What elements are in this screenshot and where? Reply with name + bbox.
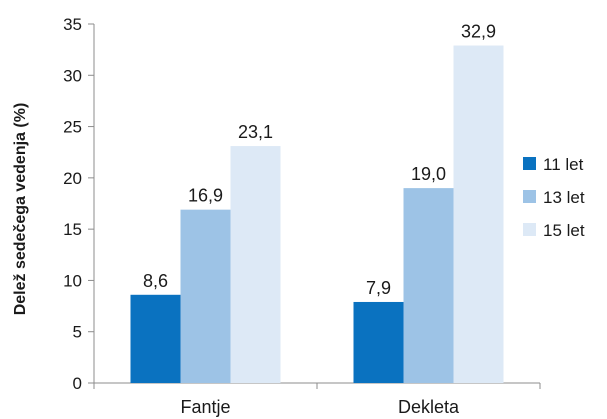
y-tick-label: 10 xyxy=(63,271,82,290)
data-label: 7,9 xyxy=(366,278,391,298)
legend: 11 let 13 let 15 let xyxy=(523,155,585,240)
axes: 0 5 10 15 20 25 30 35 Fantje Dekleta xyxy=(63,15,541,417)
data-label: 32,9 xyxy=(461,22,496,42)
data-label: 16,9 xyxy=(188,186,223,206)
bars xyxy=(130,45,504,383)
y-tick-label: 15 xyxy=(63,220,82,239)
y-axis-title: Delež sedečega vedenja (%) xyxy=(12,103,29,316)
data-label: 23,1 xyxy=(238,122,273,142)
x-category-label: Fantje xyxy=(180,397,230,417)
legend-swatch xyxy=(523,190,536,203)
y-tick-label: 25 xyxy=(63,118,82,137)
bar xyxy=(403,188,454,383)
y-tick-label: 30 xyxy=(63,66,82,85)
legend-label: 15 let xyxy=(543,221,585,240)
bar xyxy=(453,45,504,383)
data-label: 8,6 xyxy=(143,271,168,291)
data-labels: 8,6 16,9 23,1 7,9 19,0 32,9 xyxy=(143,22,496,298)
y-tick-label: 35 xyxy=(63,15,82,34)
x-category-label: Dekleta xyxy=(398,397,460,417)
bar xyxy=(130,294,181,383)
y-tick-label: 5 xyxy=(73,323,82,342)
legend-swatch xyxy=(523,223,536,236)
legend-label: 11 let xyxy=(543,155,584,174)
y-tick-label: 0 xyxy=(73,374,82,393)
y-tick-label: 20 xyxy=(63,169,82,188)
data-label: 19,0 xyxy=(411,164,446,184)
legend-swatch xyxy=(523,157,536,170)
bar xyxy=(353,301,404,383)
bar xyxy=(230,146,281,383)
y-axis-title-group: Delež sedečega vedenja (%) xyxy=(12,103,29,316)
legend-label: 13 let xyxy=(543,188,585,207)
bar xyxy=(180,209,231,383)
